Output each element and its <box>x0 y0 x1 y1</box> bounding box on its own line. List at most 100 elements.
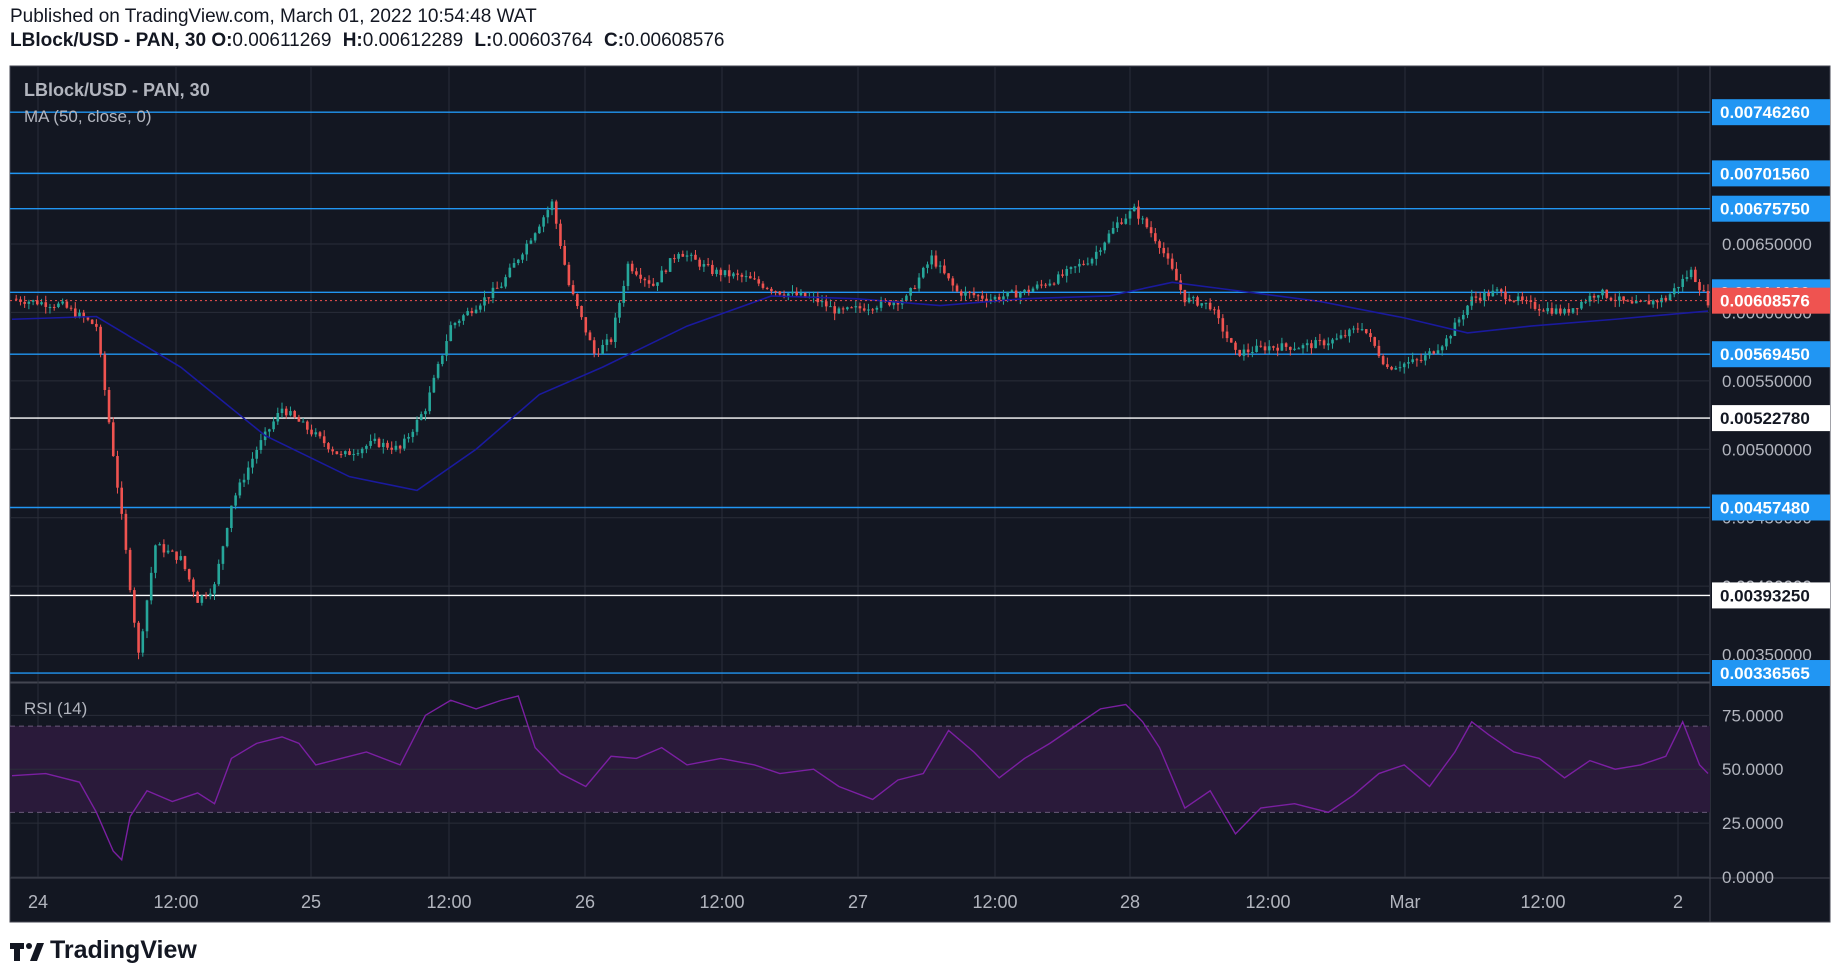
rsi-tick-label: 50.0000 <box>1722 760 1783 779</box>
candle-body <box>1483 292 1486 301</box>
candle-body <box>280 408 284 414</box>
rsi-tick-label: 75.0000 <box>1722 706 1783 725</box>
candle-body <box>875 307 879 310</box>
level-price-label: 0.00336565 <box>1720 664 1810 683</box>
price-pane <box>9 65 1711 683</box>
candle-body <box>61 301 64 304</box>
candle-body <box>1002 296 1005 300</box>
last-price-label: 0.00608576 <box>1720 292 1810 311</box>
candle-body <box>348 451 351 455</box>
candle-body <box>268 429 271 432</box>
candle-body <box>466 311 469 316</box>
ma-indicator-label: MA (50, close, 0) <box>24 107 152 126</box>
candle-body <box>246 467 250 480</box>
candle-body <box>1698 282 1701 291</box>
candle-body <box>1499 289 1503 292</box>
rsi-tick-label: 0.0000 <box>1722 868 1774 887</box>
tradingview-brand: TradingView <box>50 936 197 964</box>
candle-body <box>57 303 60 307</box>
candle-body <box>711 264 714 274</box>
candle-body <box>698 259 701 267</box>
candle-body <box>879 300 883 308</box>
candle-body <box>1221 318 1225 332</box>
candle-body <box>833 306 836 314</box>
candle-body <box>306 421 309 430</box>
candle-body <box>1639 300 1642 302</box>
candle-body <box>1445 338 1448 347</box>
candle-body <box>453 322 457 326</box>
candle-body <box>339 454 343 456</box>
x-tick-label: Mar <box>1390 892 1421 912</box>
candle-body <box>622 286 626 303</box>
candle-body <box>571 285 575 295</box>
candle-body <box>816 296 820 303</box>
candle-body <box>1103 242 1106 251</box>
candle-body <box>913 287 917 289</box>
candle-body <box>1099 250 1102 252</box>
candle-body <box>1504 291 1507 300</box>
candles <box>14 199 1710 660</box>
candle-body <box>179 556 183 560</box>
candle-body <box>500 286 503 288</box>
candle-body <box>854 306 858 308</box>
candle-body <box>597 353 600 355</box>
candle-body <box>1466 305 1469 315</box>
candle-body <box>1073 266 1077 268</box>
candle-body <box>681 253 685 257</box>
candle-body <box>677 253 680 259</box>
candle-body <box>1124 218 1128 224</box>
level-price-tag <box>1712 99 1830 126</box>
candle-body <box>411 431 415 437</box>
candle-body <box>398 445 402 449</box>
candle-body <box>1702 290 1706 292</box>
candle-body <box>14 298 18 300</box>
candle-body <box>424 411 427 415</box>
candle-body <box>1006 291 1009 297</box>
rsi-line <box>11 695 1709 862</box>
level-price-label: 0.00675750 <box>1720 200 1810 219</box>
candle-body <box>592 340 596 354</box>
candle-body <box>82 312 86 318</box>
candle-body <box>1672 288 1676 295</box>
candle-body <box>702 264 706 267</box>
candle-body <box>183 556 187 570</box>
candle-body <box>69 307 73 309</box>
candle-body <box>715 269 718 274</box>
candle-body <box>200 595 204 603</box>
candle-body <box>719 269 723 276</box>
candle-body <box>78 312 81 317</box>
candle-body <box>504 277 507 287</box>
candle-body <box>538 226 541 234</box>
candle-body <box>753 278 756 280</box>
candle-body <box>824 301 828 307</box>
candle-body <box>415 419 419 432</box>
candle-body <box>651 283 655 286</box>
x-tick-label: 27 <box>848 892 868 912</box>
candle-body <box>120 487 123 514</box>
candle-body <box>1571 308 1575 313</box>
candle-body <box>1204 302 1208 304</box>
candle-body <box>192 579 195 592</box>
y-tick-label: 0.00650000 <box>1722 235 1812 254</box>
candle-body <box>1065 269 1069 276</box>
symbol-ohlc-line: LBlock/USD - PAN, 30 O:0.00611269 H:0.00… <box>10 29 1830 53</box>
candle-body <box>1010 290 1014 292</box>
candle-body <box>52 306 56 308</box>
candle-body <box>1656 300 1659 303</box>
candle-body <box>1521 296 1524 301</box>
candle-body <box>765 287 769 289</box>
candle-body <box>1128 211 1132 219</box>
candle-body <box>1196 297 1199 306</box>
candle-body <box>1550 308 1554 314</box>
candle-body <box>1407 362 1410 364</box>
candle-body <box>154 545 157 573</box>
high-value: 0.00612289 <box>362 30 464 51</box>
candle-body <box>1141 218 1144 220</box>
x-tick-label: 12:00 <box>972 892 1017 912</box>
candle-body <box>656 282 659 286</box>
candle-body <box>757 279 761 284</box>
candle-body <box>23 301 26 304</box>
candle-body <box>381 442 385 447</box>
candle-body <box>141 631 145 653</box>
